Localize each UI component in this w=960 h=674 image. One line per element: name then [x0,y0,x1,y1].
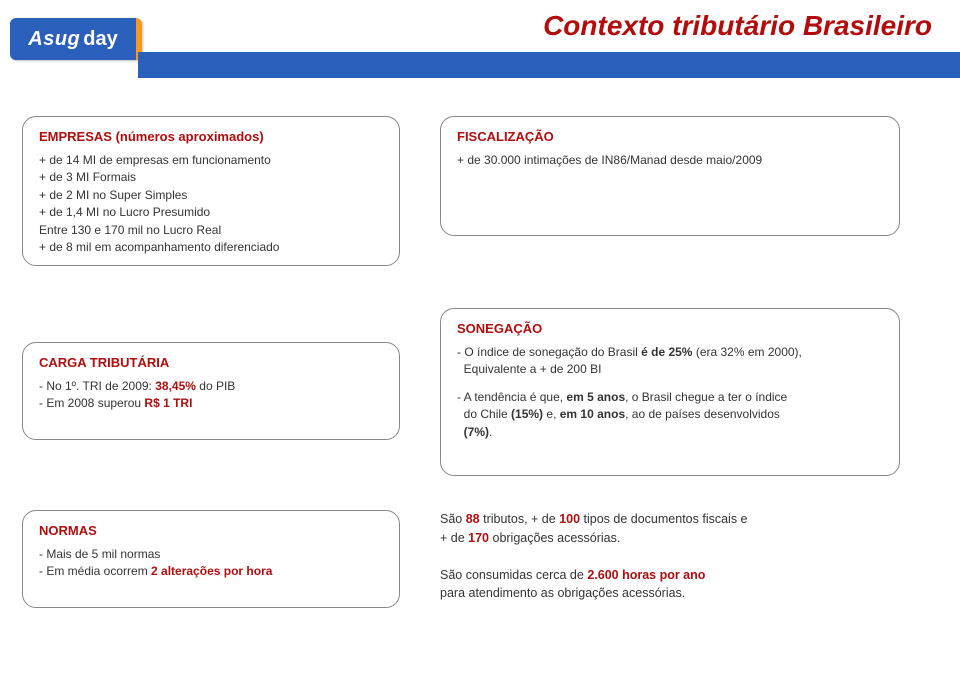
list-item: - Em média ocorrem 2 alterações por hora [39,563,383,580]
list-item: + de 2 MI no Super Simples [39,187,383,204]
card-body-sonegacao: - O índice de sonegação do Brasil é de 2… [457,344,883,441]
list-item: - Em 2008 superou R$ 1 TRI [39,395,383,412]
list-item: - No 1º. TRI de 2009: 38,45% do PIB [39,378,383,395]
logo-text-asug: Asug [28,28,80,51]
list-item: + de 1,4 MI no Lucro Presumido [39,204,383,221]
list-item: - A tendência é que, em 5 anos, o Brasil… [457,389,883,441]
logo: Asugday [10,18,142,60]
list-item: - O índice de sonegação do Brasil é de 2… [457,344,883,379]
card-empresas: EMPRESAS (números aproximados) + de 14 M… [22,116,400,266]
fact-line: São consumidas cerca de 2.600 horas por … [440,566,910,604]
card-body-carga: - No 1º. TRI de 2009: 38,45% do PIB- Em … [39,378,383,413]
card-body-normas: - Mais de 5 mil normas- Em média ocorrem… [39,546,383,581]
logo-text-day: day [83,28,117,51]
header: Asugday Contexto tributário Brasileiro [0,0,960,92]
card-title-carga: CARGA TRIBUTÁRIA [39,355,383,370]
card-title-sonegacao: SONEGAÇÃO [457,321,883,336]
card-title-empresas: EMPRESAS (números aproximados) [39,129,383,144]
list-item: - Mais de 5 mil normas [39,546,383,563]
card-carga: CARGA TRIBUTÁRIA - No 1º. TRI de 2009: 3… [22,342,400,440]
list-item: Entre 130 e 170 mil no Lucro Real [39,222,383,239]
card-title-fiscalizacao: FISCALIZAÇÃO [457,129,883,144]
card-body-empresas: + de 14 MI de empresas em funcionamento+… [39,152,383,256]
card-body-fiscalizacao: + de 30.000 intimações de IN86/Manad des… [457,152,883,169]
logo-box: Asugday [10,18,142,60]
page-title: Contexto tributário Brasileiro [543,10,932,42]
list-item: + de 8 mil em acompanhamento diferenciad… [39,239,383,256]
card-fiscalizacao: FISCALIZAÇÃO + de 30.000 intimações de I… [440,116,900,236]
card-sonegacao: SONEGAÇÃO - O índice de sonegação do Bra… [440,308,900,476]
content-area: EMPRESAS (números aproximados) + de 14 M… [0,110,960,674]
list-item: + de 14 MI de empresas em funcionamento [39,152,383,169]
title-underline [138,52,960,78]
card-title-normas: NORMAS [39,523,383,538]
facts-block: São 88 tributos, + de 100 tipos de docum… [440,510,910,603]
card-normas: NORMAS - Mais de 5 mil normas- Em média … [22,510,400,608]
list-item: + de 30.000 intimações de IN86/Manad des… [457,152,883,169]
fact-line: São 88 tributos, + de 100 tipos de docum… [440,510,910,548]
list-item: + de 3 MI Formais [39,169,383,186]
